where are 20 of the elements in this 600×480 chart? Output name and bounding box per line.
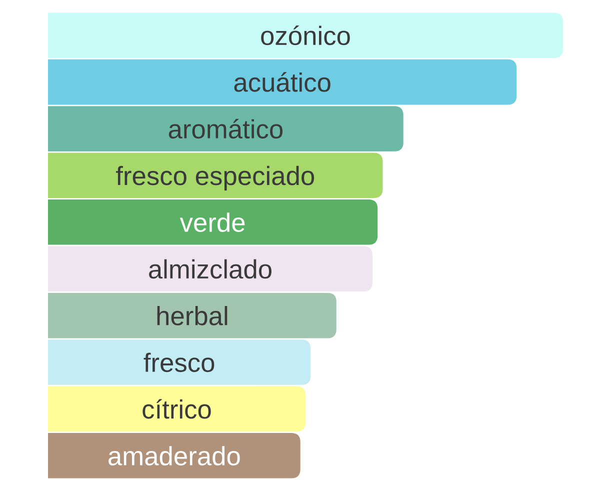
bar [48,340,311,385]
y-tick-label: fresco [144,352,214,372]
y-tick-label: cítrico [142,399,211,419]
bar [48,386,306,432]
bar [48,106,404,152]
bar [48,433,300,478]
y-tick-label: aromático [168,118,283,139]
bar [48,12,563,58]
y-tick-label: almizclado [149,259,272,279]
bar [48,292,336,338]
y-tick-label: herbal [157,306,228,326]
y-tick-label: acuático [234,72,330,92]
bar [48,246,372,292]
bar [48,200,378,245]
bar [48,59,517,105]
bar [48,152,383,198]
y-tick-label: fresco especiado [116,166,314,190]
y-tick-label: amaderado [108,446,240,466]
y-tick-label: ozónico [261,25,350,46]
y-tick-label: verde [180,212,245,232]
